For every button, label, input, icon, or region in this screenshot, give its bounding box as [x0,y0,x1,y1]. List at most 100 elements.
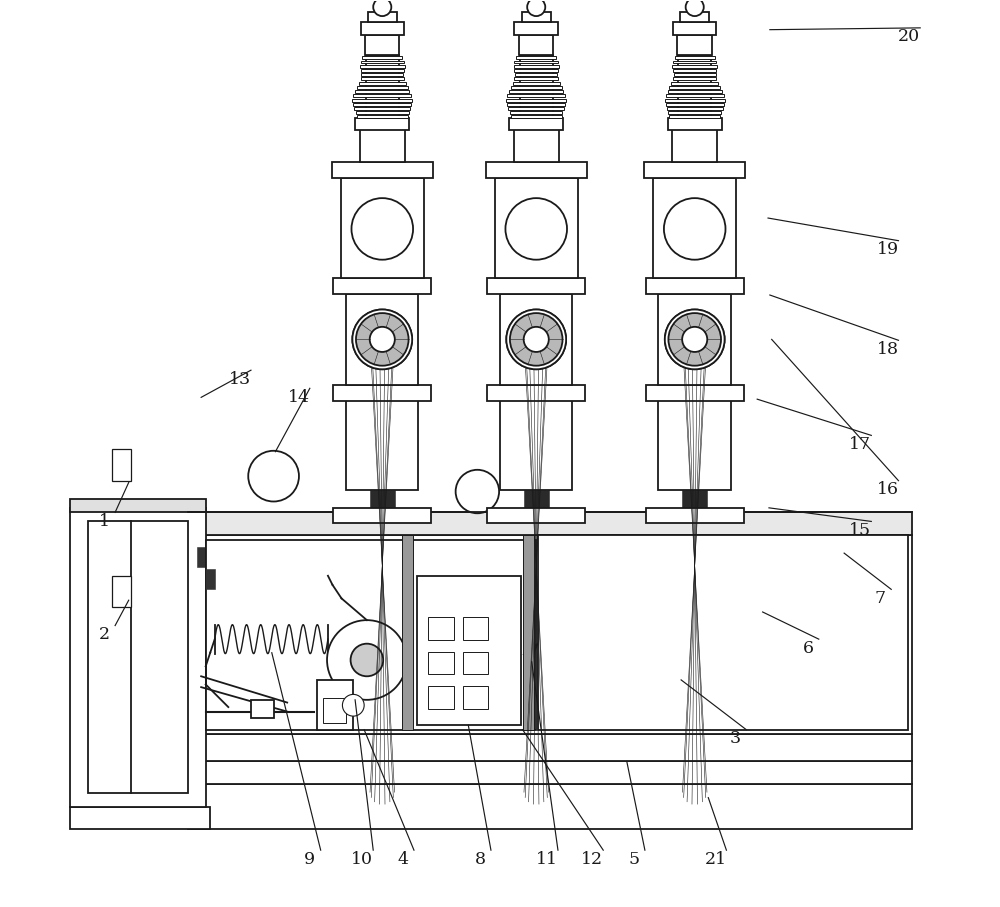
Bar [70,499,206,512]
Bar [361,77,404,81]
Bar [668,119,722,131]
Bar [361,73,403,76]
Circle shape [669,314,720,365]
Bar [516,56,556,59]
Bar [428,618,454,640]
Bar [486,161,587,178]
Bar [514,77,558,81]
Bar [355,90,409,93]
Bar [206,570,215,590]
Bar [511,115,562,119]
Bar [495,178,578,278]
Bar [188,535,912,735]
Text: 19: 19 [877,241,899,258]
Bar [70,508,206,806]
Bar [346,294,418,385]
Bar [487,385,585,401]
Text: 14: 14 [288,389,310,405]
Circle shape [352,309,412,369]
Bar [70,806,210,829]
Bar [188,784,912,829]
Circle shape [506,309,566,369]
Circle shape [352,309,412,369]
Text: 6: 6 [802,639,813,657]
Bar [669,115,720,119]
Circle shape [527,0,545,16]
Bar [514,64,559,68]
Bar [356,112,409,114]
Bar [522,12,551,23]
Bar [509,119,563,131]
Bar [206,540,536,730]
Circle shape [327,620,407,700]
Circle shape [351,644,383,677]
Bar [674,73,716,76]
Bar [524,490,549,508]
Text: 9: 9 [304,851,315,868]
Bar [515,73,557,76]
Bar [112,449,131,481]
Bar [644,161,745,178]
Bar [368,12,397,23]
Circle shape [370,327,395,352]
Circle shape [342,695,364,717]
Bar [353,94,411,97]
Bar [653,178,736,278]
Bar [500,294,572,385]
Text: 7: 7 [875,590,886,607]
Bar [417,576,521,726]
Bar [360,64,405,68]
Bar [346,399,418,490]
Bar [359,82,406,84]
Bar [357,115,408,119]
Bar [361,61,404,63]
Bar [507,94,565,97]
Bar [463,618,488,640]
Text: 20: 20 [898,28,920,45]
Bar [361,23,404,35]
Text: 16: 16 [877,482,899,498]
Bar [323,698,346,724]
Bar [197,547,206,567]
Bar [333,278,431,294]
Text: 4: 4 [398,851,409,868]
Bar [673,23,716,35]
Bar [365,35,399,55]
Bar [514,69,558,72]
Bar [487,508,585,523]
Bar [251,700,274,718]
Text: 1: 1 [99,513,110,530]
Bar [333,385,431,401]
Bar [366,55,399,119]
Bar [487,278,585,294]
Circle shape [665,309,725,369]
Circle shape [506,309,566,369]
Bar [672,128,717,161]
Bar [500,399,572,490]
Bar [514,23,558,35]
Circle shape [682,327,707,352]
Circle shape [373,0,391,16]
Bar [188,512,912,535]
Bar [673,77,716,81]
Bar [402,535,413,730]
Bar [646,508,744,523]
Bar [513,82,560,84]
Bar [341,178,424,278]
Text: 15: 15 [849,522,871,539]
Text: 11: 11 [536,851,558,868]
Bar [669,86,720,89]
Circle shape [357,314,408,365]
Bar [677,35,712,55]
Text: 13: 13 [229,371,251,387]
Bar [673,69,716,72]
Circle shape [523,326,550,353]
Circle shape [686,0,704,16]
Bar [668,112,721,114]
Bar [678,55,711,119]
Bar [361,69,404,72]
Bar [507,102,565,106]
Bar [428,652,454,675]
Circle shape [681,326,708,353]
Bar [671,82,718,84]
